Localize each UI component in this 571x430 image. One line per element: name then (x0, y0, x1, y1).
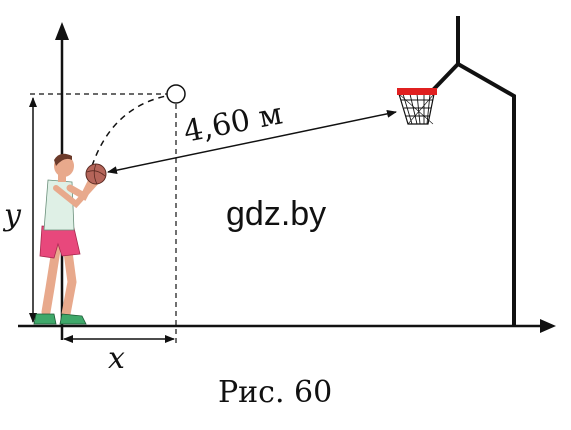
figure-caption: Рис. 60 (218, 375, 332, 410)
distance-label: 4,60 м (181, 96, 286, 149)
ball-seam (86, 163, 106, 185)
vertical-axis-arrowhead (55, 22, 69, 40)
ground-axis-arrowhead (540, 319, 556, 333)
player-figure (33, 153, 99, 325)
hoop-arm (431, 62, 460, 92)
ball-trajectory (91, 95, 167, 167)
y-label: y (2, 198, 22, 233)
basket-rim (397, 88, 437, 95)
hoop-support (456, 16, 516, 326)
ball-top-circle (166, 84, 186, 104)
x-label: x (108, 341, 125, 376)
basket-net (398, 93, 435, 125)
watermark-text: gdz.by (226, 195, 326, 233)
distance-arrow (107, 109, 397, 175)
